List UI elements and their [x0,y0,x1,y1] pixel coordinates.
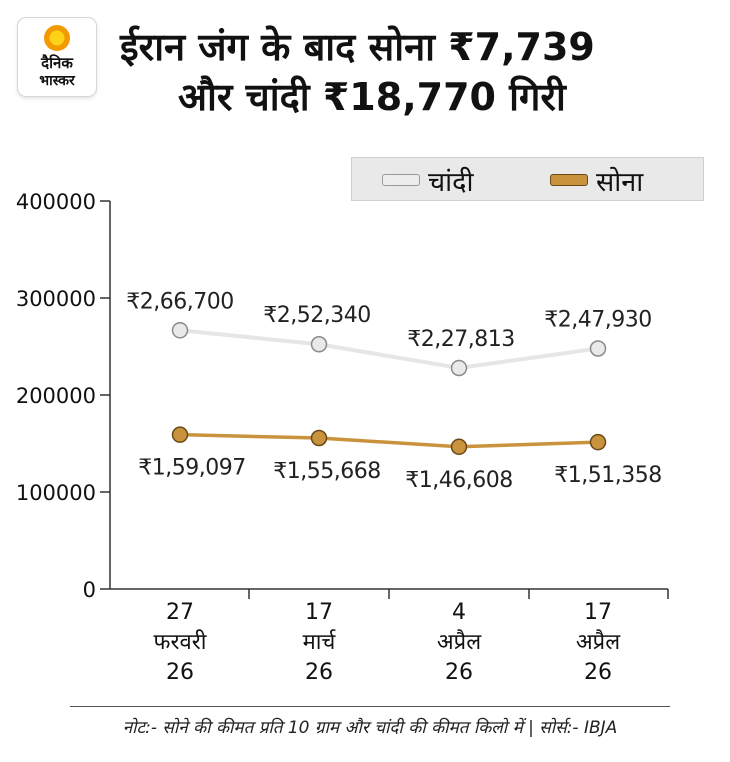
headline-line2: और चांदी ₹18,770 गिरी [178,75,566,119]
legend-swatch-silver [382,174,420,186]
x-category-label: 17 [305,600,333,625]
x-category-label: 26 [166,660,194,685]
y-tick-label: 400000 [16,190,96,214]
x-category-label: 27 [166,600,194,625]
headline: ईरान जंग के बाद सोना ₹7,739 और चांदी ₹18… [120,22,595,122]
x-category-label: अप्रैल [576,629,621,655]
y-tick-label: 100000 [16,481,96,505]
y-tick-label: 300000 [16,287,96,311]
series-line-silver [179,328,599,371]
legend-label-gold: सोना [596,166,644,198]
data-label-silver: ₹2,52,340 [263,303,370,328]
data-point-silver [171,322,189,339]
legend-item-gold: सोना [550,158,643,202]
chart-legend: चांदी सोना [351,157,704,201]
data-point-gold [171,426,189,443]
x-category-label: 17 [584,600,612,625]
chart-data-labels: ₹2,66,700 ₹2,52,340 ₹2,27,813 ₹2,47,930 ₹1,5… [126,289,662,493]
logo-text-line1: दैनिक [41,54,73,72]
headline-line1: ईरान जंग के बाद सोना ₹7,739 [120,25,595,69]
dainik-bhaskar-logo: दैनिक भास्कर [18,18,96,96]
legend-item-silver: चांदी [382,158,473,202]
x-category-label: 26 [445,660,473,685]
data-label-gold: ₹1,46,608 [405,468,512,493]
legend-label-silver: चांदी [428,166,474,198]
y-tick-label: 0 [83,578,96,602]
legend-swatch-gold [550,174,588,186]
logo-text-line2: भास्कर [39,73,75,89]
data-label-silver: ₹2,66,700 [126,289,233,314]
footnote: नोट:- सोने की कीमत प्रति 10 ग्राम और चां… [122,718,618,738]
footer-divider [70,706,670,707]
data-label-gold: ₹1,59,097 [138,456,245,481]
data-label-gold: ₹1,51,358 [554,463,661,488]
data-label-silver: ₹2,47,930 [544,308,651,333]
data-point-gold [310,429,328,447]
data-point-silver [589,340,607,357]
chart-axes: 0 100000 200000 300000 400000 [16,190,669,602]
line-chart: 0 100000 200000 300000 400000 ₹2,66,700 ₹2,52… [16,190,669,685]
data-label-gold: ₹1,55,668 [273,459,380,484]
data-point-gold [450,438,468,456]
sun-icon [44,25,70,51]
data-point-silver [450,359,468,377]
x-category-label: 4 [452,600,466,625]
data-point-gold [589,433,607,451]
data-label-silver: ₹2,27,813 [407,327,514,352]
x-category-label: 26 [584,660,612,685]
x-category-label: अप्रैल [437,629,482,655]
x-category-label: फरवरी [154,629,207,655]
x-category-label: 26 [305,660,333,685]
x-category-label: मार्च [303,629,337,655]
data-point-silver [310,335,328,353]
y-tick-label: 200000 [16,384,96,408]
chart-x-categories: 27 फरवरी 26 17 मार्च 26 4 अप्रैल 26 17 अप्रैल 26 [154,600,622,685]
series-line-gold [179,432,599,449]
chart-series [171,322,607,456]
